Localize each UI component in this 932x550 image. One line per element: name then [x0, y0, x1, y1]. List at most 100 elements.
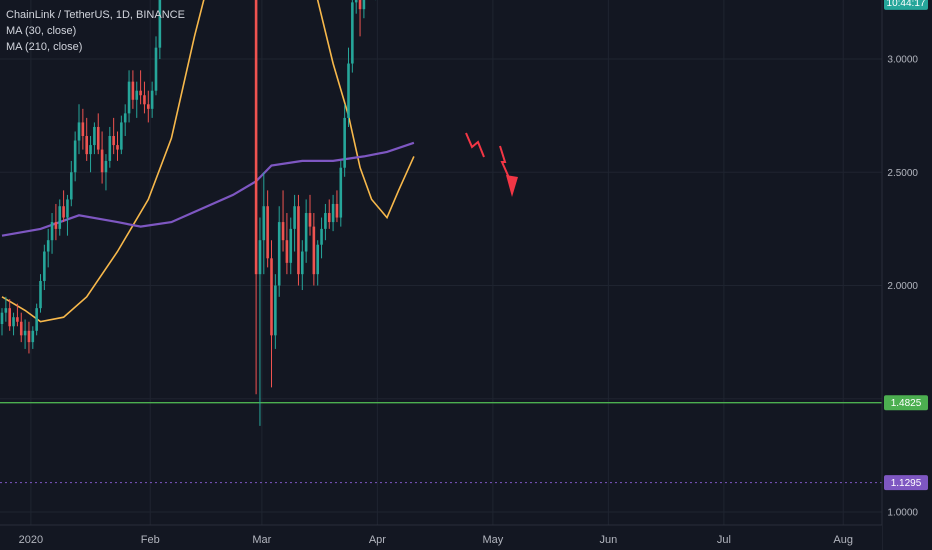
horizontal-levels [0, 402, 882, 484]
moving-averages [1, 0, 415, 323]
candle-body-76 [293, 206, 296, 229]
price-axis[interactable]: 5.50005.00004.50004.00003.50003.00002.50… [881, 0, 932, 550]
annotation-layer [465, 132, 518, 197]
price-label-dotted-low: 1.1295 [891, 478, 922, 489]
candle-body-30 [116, 145, 119, 150]
candle-body-16 [62, 206, 65, 218]
candle-body-12 [46, 240, 50, 252]
candle-body-2 [8, 308, 11, 327]
candle-body-25 [96, 126, 100, 150]
ma30-legend: MA (30, close) [6, 25, 77, 37]
arrow-zigzag-icon [465, 132, 485, 158]
candle-body-72 [277, 222, 281, 286]
candle-body-29 [112, 136, 115, 146]
time-tick-5: Jun [600, 534, 618, 546]
candle-body-41 [158, 0, 162, 48]
candle-body-21 [81, 122, 85, 137]
candle-body-39 [150, 90, 154, 109]
candle-body-9 [35, 308, 38, 331]
candle-body-1 [4, 308, 8, 313]
time-tick-6: Jul [717, 534, 731, 546]
candle-body-37 [143, 95, 146, 105]
candles [0, 0, 376, 426]
time-axis-panel [0, 525, 882, 550]
candle-body-5 [19, 321, 23, 336]
time-tick-3: Apr [369, 534, 386, 546]
candle-body-26 [100, 149, 104, 173]
price-label-support: 1.4825 [891, 398, 922, 409]
candle-body-14 [54, 222, 58, 229]
time-tick-7: Aug [833, 534, 853, 546]
candle-body-19 [73, 140, 77, 173]
candle-body-11 [43, 251, 46, 281]
price-axis-panel [882, 0, 932, 550]
candle-body-32 [123, 113, 127, 123]
candle-body-18 [70, 172, 73, 200]
candle-body-84 [324, 213, 327, 229]
candle-body-3 [12, 317, 15, 327]
candle-body-17 [66, 199, 69, 218]
candle-body-7 [27, 330, 31, 343]
price-label-bg-4 [884, 395, 928, 411]
candle-body-83 [320, 228, 323, 245]
time-axis[interactable]: 2020 Feb Mar Apr May Jun Jul Aug [0, 524, 882, 550]
candle-body-75 [289, 228, 293, 263]
time-tick-1: Feb [141, 534, 160, 546]
candle-body-24 [93, 126, 96, 146]
candle-body-0 [0, 312, 4, 325]
chart-legend: ChainLink / TetherUS, 1D, BINANCE MA (30… [6, 7, 185, 55]
candle-body-8 [31, 330, 35, 343]
candle-body-88 [339, 167, 343, 218]
price-tick-9: 1.0000 [887, 508, 918, 519]
price-label-bg-3 [884, 0, 928, 10]
candle-body-69 [266, 206, 269, 259]
grid [0, 0, 882, 525]
ma30-line [1, 0, 415, 323]
candle-body-71 [274, 285, 277, 336]
candle-body-34 [131, 81, 135, 100]
candle-body-87 [335, 203, 339, 218]
time-tick-2: Mar [252, 534, 271, 546]
time-tick-0: 2020 [19, 534, 43, 546]
candle-body-68 [262, 206, 266, 241]
candle-body-15 [58, 206, 62, 229]
candle-body-22 [85, 136, 88, 155]
candle-body-79 [304, 213, 308, 252]
price-label-countdown: 10:44:17 [887, 0, 926, 9]
candle-body-91 [351, 2, 354, 64]
candle-body-78 [301, 251, 304, 275]
candle-body-86 [331, 203, 335, 223]
candle-body-93 [358, 0, 362, 10]
candle-body-82 [316, 244, 319, 275]
arrow-down-head-icon [506, 175, 518, 197]
candle-body-89 [343, 117, 346, 168]
candle-body-31 [120, 122, 123, 150]
time-tick-4: May [482, 534, 503, 546]
candle-body-4 [16, 317, 19, 322]
candle-body-28 [108, 136, 112, 161]
candle-body-33 [127, 81, 131, 114]
candle-body-23 [89, 145, 92, 155]
candle-body-81 [312, 226, 316, 275]
ma210-legend: MA (210, close) [6, 41, 83, 53]
price-label-bg-5 [884, 475, 928, 491]
price-tick-6: 2.5000 [887, 168, 918, 179]
candle-body-35 [135, 90, 139, 100]
candle-body-90 [347, 63, 350, 118]
candle-body-80 [308, 213, 312, 227]
candle-body-85 [327, 213, 331, 223]
candle-body-38 [147, 104, 150, 109]
candle-body-77 [297, 206, 300, 275]
ma210-line [1, 141, 415, 237]
candle-body-94 [362, 0, 366, 10]
candle-body-13 [50, 222, 54, 241]
candle-body-27 [104, 160, 108, 173]
candle-body-40 [154, 47, 158, 91]
candle-body-73 [281, 222, 285, 241]
arrow-down-icon [499, 145, 511, 181]
candle-body-67 [258, 240, 262, 275]
candle-body-70 [270, 258, 273, 336]
